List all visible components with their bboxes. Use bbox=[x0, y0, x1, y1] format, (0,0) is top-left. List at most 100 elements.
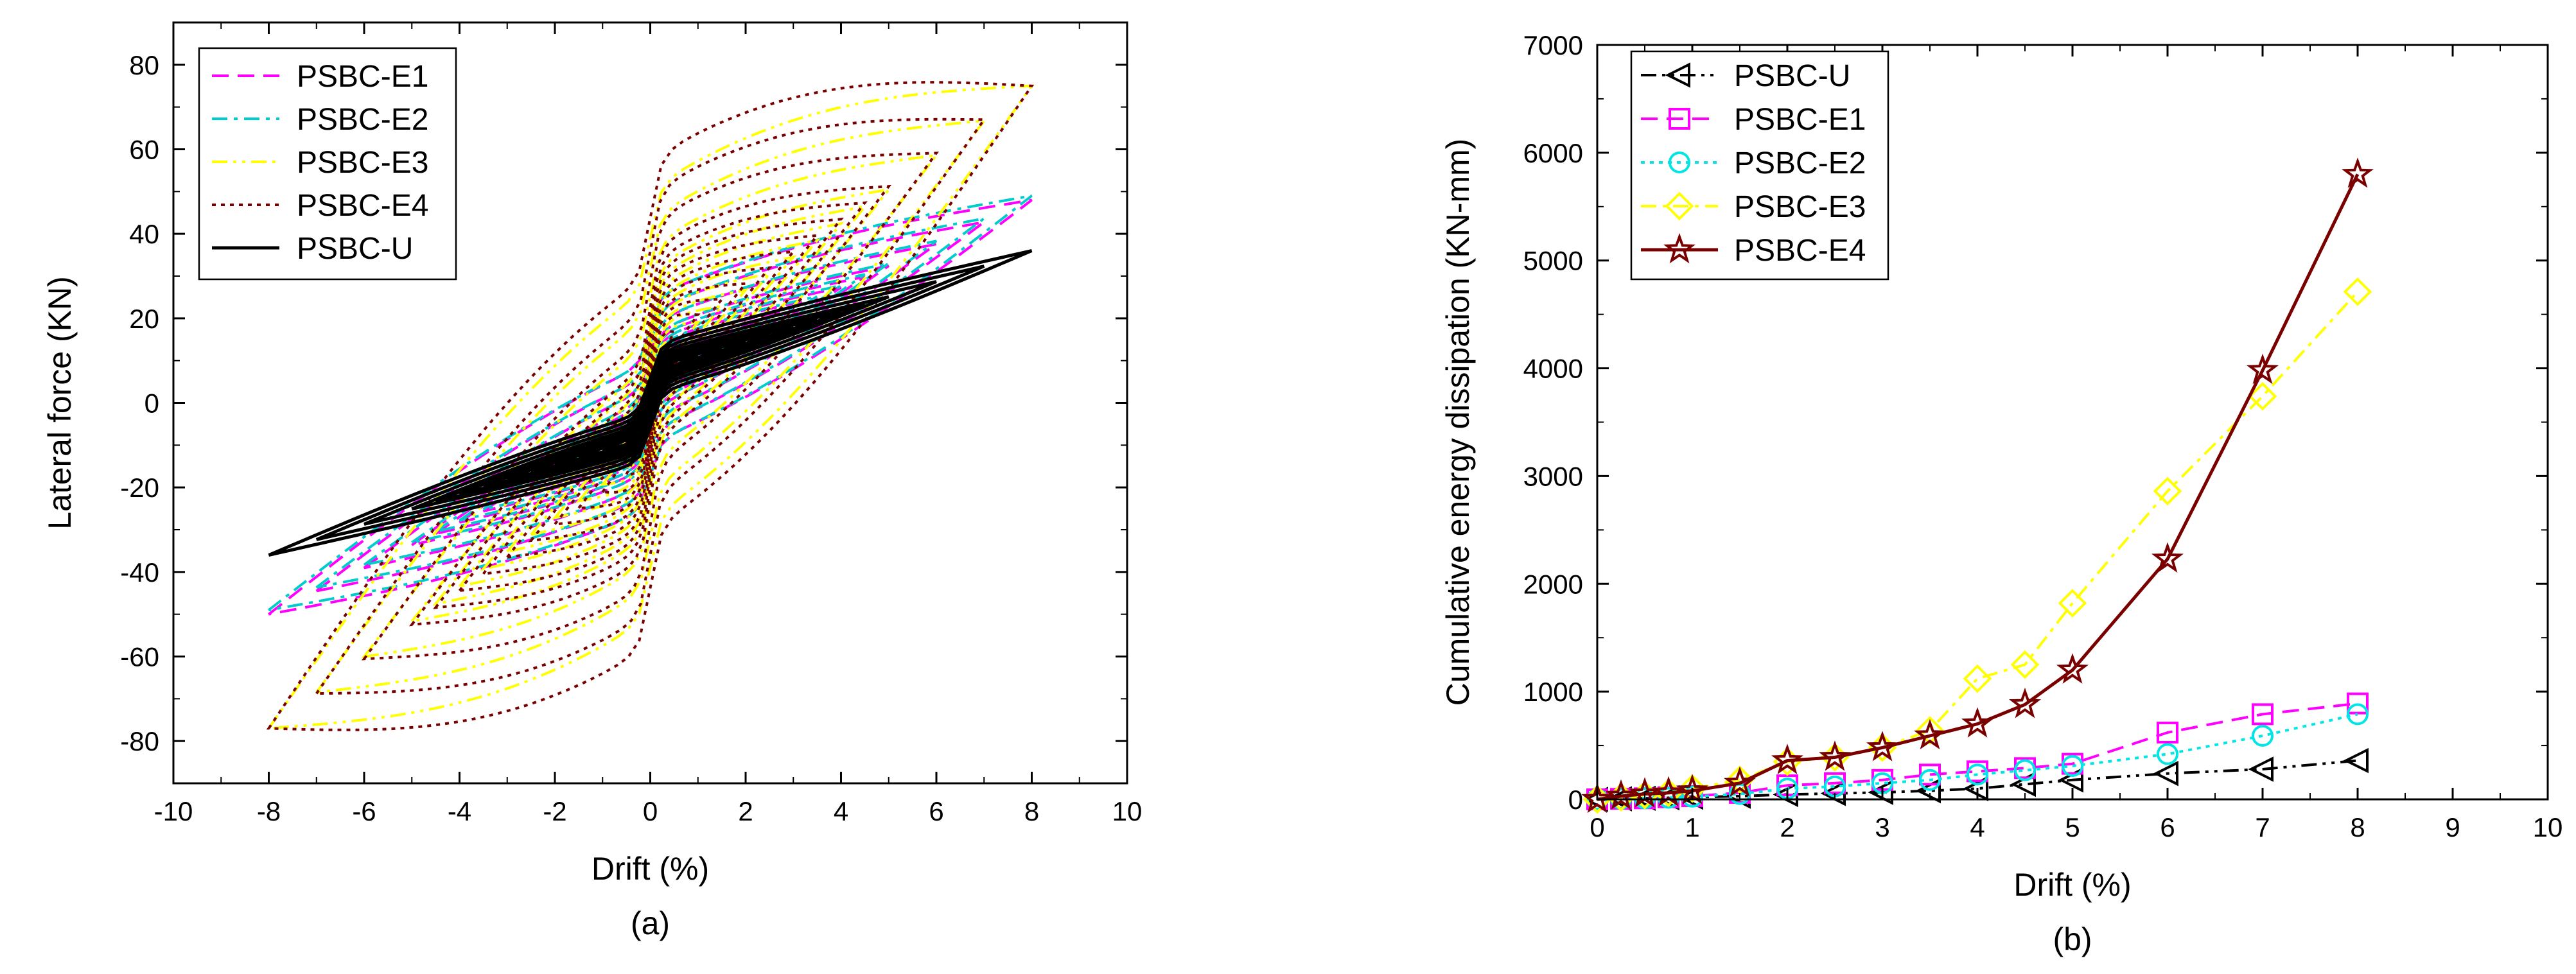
chart-a: -10 -8 -6 -4 -2 0 2 4 6 8 10-80-60-40-20020406080D… bbox=[42, 21, 1143, 941]
x-axis-label-b: Drift (%) bbox=[2013, 867, 2131, 903]
data-point-PSBC-E2 bbox=[1967, 763, 1988, 786]
y-tick-label-a: 60 bbox=[129, 135, 159, 165]
x-tick-label-a: 0 bbox=[643, 796, 658, 826]
x-tick-label-b: 3 bbox=[1875, 812, 1889, 842]
legend-label-PSBC-E1: PSBC-E1 bbox=[297, 60, 428, 94]
chart-b: 0 1 2 3 4 5 6 7 8 9 10 0 1000 2000 3000 4000 5000 6000 700… bbox=[1440, 30, 2563, 957]
data-point-PSBC-E2 bbox=[1919, 769, 1941, 791]
data-point-PSBC-E3 bbox=[2343, 277, 2372, 306]
data-point-PSBC-U bbox=[2343, 747, 2369, 774]
legend-label-PSBC-U: PSBC-U bbox=[297, 232, 413, 266]
data-point-PSBC-E4 bbox=[1818, 740, 1852, 771]
x-tick-label-a: 10 bbox=[1112, 796, 1143, 826]
series-b-PSBC-E3 bbox=[1582, 277, 2372, 814]
data-point-PSBC-E4 bbox=[2246, 353, 2279, 385]
hysteresis-loop-PSBC-E4 bbox=[266, 81, 1035, 731]
hysteresis-loop-PSBC-E4 bbox=[361, 152, 940, 661]
data-point-PSBC-E4 bbox=[1581, 782, 1614, 813]
hysteresis-loop-PSBC-E2 bbox=[363, 239, 938, 566]
legend-b: PSBC-U PSBC-E1 PSBC-E2 PSBC-E3 PSBC-E4 bbox=[1630, 50, 1889, 281]
hysteresis-loop-PSBC-E4 bbox=[624, 330, 676, 476]
x-tick-label-a: -10 bbox=[154, 796, 193, 826]
x-tick-label-a: -2 bbox=[543, 796, 566, 826]
y-tick-label-b: 4000 bbox=[1523, 354, 1583, 384]
data-point-PSBC-E2 bbox=[2252, 724, 2274, 747]
hysteresis-loop-PSBC-E3 bbox=[313, 119, 987, 694]
data-point-PSBC-E4 bbox=[2056, 653, 2089, 684]
legend-marker-PSBC-U bbox=[1665, 62, 1690, 88]
data-point-PSBC-E4 bbox=[1604, 779, 1638, 810]
hysteresis-loop-PSBC-E1 bbox=[411, 265, 889, 546]
data-point-PSBC-U bbox=[2153, 760, 2178, 787]
y-tick-label-b: 6000 bbox=[1523, 138, 1583, 168]
y-axis-label-a: Lateral force (KN) bbox=[42, 276, 78, 530]
hysteresis-loop-PSBC-E3 bbox=[456, 222, 845, 589]
series-line-PSBC-E4 bbox=[1597, 173, 2360, 801]
y-tick-label-a: -40 bbox=[120, 557, 159, 587]
legend-label-PSBC-E4: PSBC-E4 bbox=[1734, 234, 1866, 268]
hysteresis-loop-PSBC-E4 bbox=[409, 184, 892, 627]
legend-box-b bbox=[1630, 50, 1889, 281]
caption-a: (a) bbox=[631, 905, 670, 941]
data-point-PSBC-E4 bbox=[1961, 707, 1994, 738]
y-tick-label-a: -80 bbox=[120, 726, 159, 756]
series-b-PSBC-E2 bbox=[1586, 703, 2369, 810]
legend-marker-PSBC-E4 bbox=[1663, 232, 1696, 264]
y-tick-label-a: 80 bbox=[129, 50, 159, 80]
hysteresis-loop-PSBC-E4 bbox=[457, 218, 844, 593]
y-tick-label-a: 0 bbox=[145, 388, 159, 419]
data-point-PSBC-E4 bbox=[1866, 731, 1899, 761]
x-tick-label-b: 4 bbox=[1970, 812, 1985, 842]
data-point-PSBC-E3 bbox=[1963, 664, 1992, 693]
data-point-PSBC-E2 bbox=[2062, 754, 2083, 777]
series-layer-b bbox=[1581, 157, 2374, 814]
data-point-PSBC-E4 bbox=[2008, 687, 2042, 718]
legend-marker-PSBC-E3 bbox=[1665, 191, 1694, 221]
hysteresis-loop-PSBC-E3 bbox=[361, 153, 940, 659]
y-tick-label-a: 20 bbox=[129, 304, 159, 334]
data-point-PSBC-E3 bbox=[2058, 589, 2087, 618]
hysteresis-loop-PSBC-U bbox=[364, 280, 937, 526]
data-point-PSBC-E4 bbox=[1652, 776, 1685, 807]
caption-b: (b) bbox=[2053, 921, 2092, 957]
y-tick-label-b: 7000 bbox=[1523, 30, 1583, 60]
x-tick-label-b: 2 bbox=[1780, 812, 1794, 842]
hysteresis-loop-PSBC-E3 bbox=[408, 187, 892, 623]
hysteresis-loop-PSBC-E4 bbox=[528, 266, 773, 543]
x-tick-label-a: -6 bbox=[352, 796, 376, 826]
hysteresis-loop-PSBC-E3 bbox=[551, 288, 749, 520]
legend-label-PSBC-E1: PSBC-E1 bbox=[1734, 103, 1866, 137]
data-point-PSBC-E1 bbox=[1919, 763, 1941, 786]
x-tick-label-a: 4 bbox=[834, 796, 848, 826]
y-tick-label-b: 1000 bbox=[1523, 677, 1583, 707]
x-tick-label-b: 6 bbox=[2160, 812, 2175, 842]
series-b-PSBC-E4 bbox=[1581, 157, 2374, 813]
x-tick-label-a: -4 bbox=[448, 796, 471, 826]
x-tick-label-a: 8 bbox=[1024, 796, 1039, 826]
data-point-PSBC-E1 bbox=[2252, 703, 2274, 726]
hysteresis-loop-PSBC-E2 bbox=[315, 217, 985, 589]
data-point-PSBC-E3 bbox=[1678, 774, 1707, 803]
data-point-PSBC-E2 bbox=[1658, 787, 1679, 809]
data-point-PSBC-E1 bbox=[2347, 692, 2369, 715]
data-point-PSBC-E2 bbox=[2157, 743, 2178, 765]
legend-a: PSBC-E1 PSBC-E2 PSBC-E3 PSBC-E4 PSBC-U bbox=[198, 47, 457, 281]
axes-a: -10 -8 -6 -4 -2 0 2 4 6 8 10-80-60-40-20020406080D… bbox=[42, 21, 1143, 941]
y-tick-label-b: 2000 bbox=[1523, 569, 1583, 599]
data-point-PSBC-E4 bbox=[1913, 718, 1947, 750]
x-axis-label-a: Drift (%) bbox=[591, 851, 709, 887]
series-a-PSBC-U bbox=[268, 249, 1033, 557]
hysteresis-loop-PSBC-U bbox=[315, 265, 985, 541]
data-point-PSBC-E3 bbox=[2153, 476, 2182, 506]
hysteresis-loop-PSBC-U bbox=[268, 249, 1033, 557]
hysteresis-loop-PSBC-E3 bbox=[504, 255, 797, 554]
y-tick-label-a: -60 bbox=[120, 642, 159, 672]
data-point-PSBC-E3 bbox=[2248, 381, 2277, 411]
legend-box-a bbox=[198, 47, 457, 281]
legend-marker-PSBC-E2 bbox=[1669, 152, 1690, 173]
y-tick-label-a: 40 bbox=[129, 219, 159, 249]
legend-label-PSBC-E2: PSBC-E2 bbox=[1734, 146, 1866, 180]
y-tick-label-b: 0 bbox=[1568, 785, 1583, 815]
series-line-PSBC-U bbox=[1597, 759, 2358, 801]
